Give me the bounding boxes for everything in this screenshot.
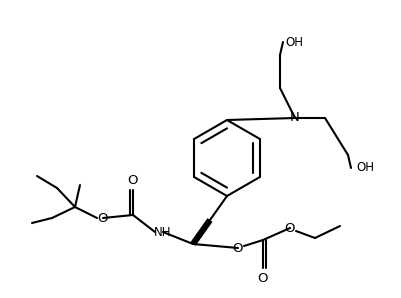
Text: O: O	[284, 221, 294, 235]
Text: O: O	[97, 212, 108, 224]
Text: O: O	[257, 271, 267, 285]
Text: NH: NH	[154, 226, 171, 238]
Text: N: N	[290, 111, 299, 125]
Text: O: O	[232, 241, 243, 254]
Text: O: O	[128, 173, 138, 187]
Text: OH: OH	[284, 35, 302, 49]
Text: OH: OH	[355, 162, 373, 175]
